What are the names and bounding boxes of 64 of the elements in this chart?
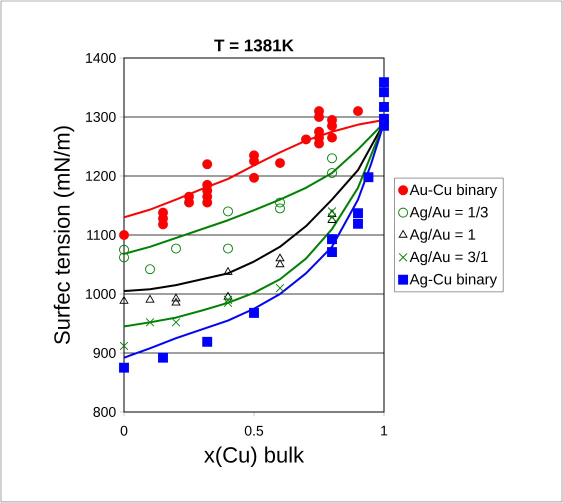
point bbox=[119, 244, 129, 255]
point bbox=[276, 284, 284, 292]
point bbox=[145, 264, 155, 274]
point bbox=[379, 77, 389, 88]
point bbox=[171, 244, 181, 254]
point bbox=[327, 153, 337, 164]
point bbox=[379, 102, 389, 112]
legend-label: Ag-Cu binary bbox=[410, 274, 498, 288]
y-tick-label: 900 bbox=[94, 348, 116, 358]
point bbox=[301, 134, 311, 144]
point bbox=[223, 244, 233, 254]
y-tick-label: 1000 bbox=[86, 289, 116, 299]
point bbox=[223, 206, 233, 216]
legend-label: Ag/Au = 1 bbox=[410, 228, 476, 243]
point bbox=[353, 106, 363, 116]
point bbox=[353, 218, 363, 229]
y-tick-label: 1200 bbox=[86, 171, 116, 181]
point bbox=[146, 318, 154, 327]
x-tick-label: 0 bbox=[120, 426, 128, 436]
point bbox=[379, 87, 389, 98]
point bbox=[275, 198, 285, 208]
point bbox=[328, 212, 336, 222]
point bbox=[327, 132, 337, 143]
point bbox=[172, 298, 180, 306]
legend-label: Au-Cu binary bbox=[410, 184, 498, 198]
point bbox=[172, 318, 180, 327]
point bbox=[275, 158, 285, 168]
point bbox=[328, 215, 336, 223]
point bbox=[158, 352, 168, 363]
point bbox=[327, 234, 337, 244]
point bbox=[119, 362, 129, 373]
x-tick-label: 1 bbox=[381, 426, 388, 436]
point bbox=[202, 159, 212, 170]
point bbox=[119, 252, 129, 262]
legend-label: Ag/Au = 3/1 bbox=[410, 251, 488, 266]
point bbox=[202, 336, 212, 347]
x-tick-label: 0.5 bbox=[244, 426, 264, 436]
point bbox=[353, 208, 363, 218]
point bbox=[327, 168, 337, 178]
point bbox=[146, 294, 154, 303]
point bbox=[224, 298, 232, 308]
point bbox=[363, 172, 374, 182]
y-tick-label: 1400 bbox=[86, 53, 116, 63]
point bbox=[120, 342, 128, 350]
legend-label: Ag/Au = 1/3 bbox=[410, 206, 488, 220]
y-axis-title: Surfec tension (mN/m) bbox=[54, 126, 74, 344]
point bbox=[249, 172, 259, 183]
point bbox=[224, 296, 232, 304]
chart-title: T = 1381K bbox=[214, 39, 294, 52]
point bbox=[327, 247, 337, 258]
point bbox=[276, 260, 284, 268]
y-tick-label: 1300 bbox=[86, 112, 116, 122]
point bbox=[276, 254, 284, 262]
y-tick-label: 800 bbox=[93, 407, 116, 417]
point bbox=[120, 296, 128, 304]
point bbox=[172, 294, 180, 302]
point bbox=[224, 292, 232, 300]
point bbox=[275, 203, 285, 214]
point bbox=[119, 230, 129, 240]
point bbox=[224, 267, 232, 275]
y-tick-label: 1100 bbox=[87, 230, 116, 240]
point bbox=[379, 120, 389, 131]
point bbox=[249, 308, 259, 318]
x-axis-title: x(Cu) bulk bbox=[204, 446, 304, 468]
